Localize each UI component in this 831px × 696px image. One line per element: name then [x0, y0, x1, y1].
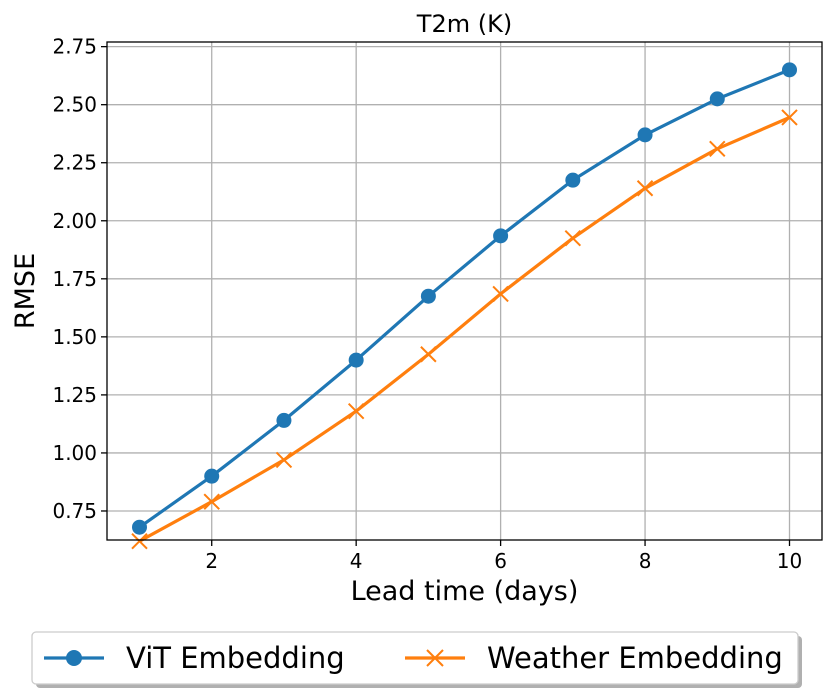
y-tick-label: 1.50: [52, 325, 97, 349]
series-vit-embedding: [132, 62, 797, 535]
x-tick-label: 10: [777, 549, 802, 573]
plot-frame: [106, 41, 823, 541]
data-point: [276, 412, 292, 428]
legend-entry: ViT Embedding: [44, 641, 345, 675]
data-point-stroke: [275, 451, 293, 469]
data-point-stroke: [347, 402, 365, 420]
x-tick-label: 2: [205, 549, 218, 573]
data-point: [203, 493, 220, 510]
y-axis-label: RMSE: [10, 253, 41, 329]
data-point: [636, 180, 654, 197]
data-point-stroke: [781, 109, 798, 126]
grid: [107, 42, 822, 540]
chart-title: T2m (K): [416, 10, 512, 38]
data-point: [275, 451, 293, 469]
data-point-stroke: [426, 649, 444, 667]
y-tick-label: 2.00: [52, 209, 97, 233]
legend: ViT Embedding Weather Embedding: [31, 631, 802, 688]
data-point: [204, 468, 220, 484]
y-tick-label: 1.75: [52, 267, 97, 291]
x-tick-label: 8: [639, 549, 652, 573]
x-tick-label: 6: [494, 549, 507, 573]
data-point: [420, 346, 437, 363]
series-weather-embedding: [131, 109, 798, 550]
legend-label: ViT Embedding: [126, 641, 345, 675]
data-point: [709, 140, 726, 158]
data-point: [66, 650, 82, 666]
y-tick-label: 1.00: [52, 441, 97, 465]
data-point: [347, 402, 365, 420]
series-layer: [131, 62, 798, 550]
ticks: 0.75 1.00 1.25 1.50 1.75 2.00 2.25 2.50 2.75 2 4 6 8…: [52, 35, 802, 573]
data-point: [426, 649, 444, 667]
data-point-stroke: [492, 285, 509, 303]
data-point-stroke: [420, 346, 437, 363]
y-tick-label: 2.25: [52, 151, 97, 175]
series-line: [138, 116, 791, 543]
data-point: [781, 109, 798, 126]
x-tick-label: 4: [350, 549, 363, 573]
data-point: [637, 127, 653, 143]
legend-label: Weather Embedding: [487, 641, 783, 675]
y-tick-label: 2.50: [52, 93, 97, 117]
data-point: [131, 532, 148, 550]
data-point: [492, 285, 509, 303]
y-tick-label: 2.75: [52, 35, 97, 59]
data-point: [348, 352, 364, 368]
data-point: [132, 519, 147, 535]
y-tick-label: 0.75: [52, 499, 97, 523]
data-point-stroke: [203, 493, 220, 510]
legend-entry: Weather Embedding: [405, 641, 783, 675]
data-point: [709, 91, 725, 107]
legend-entries: ViT Embedding Weather Embedding: [44, 641, 783, 675]
x-axis-label: Lead time (days): [351, 576, 579, 607]
data-point-stroke: [709, 140, 726, 158]
data-point: [565, 172, 581, 188]
data-point: [564, 229, 582, 247]
data-point-stroke: [131, 532, 148, 550]
data-point-stroke: [636, 180, 654, 197]
data-point: [493, 228, 509, 244]
data-point: [420, 288, 436, 304]
series-line: [138, 68, 791, 529]
y-tick-label: 1.25: [52, 383, 97, 407]
data-point: [782, 62, 797, 78]
data-point-stroke: [564, 229, 582, 247]
